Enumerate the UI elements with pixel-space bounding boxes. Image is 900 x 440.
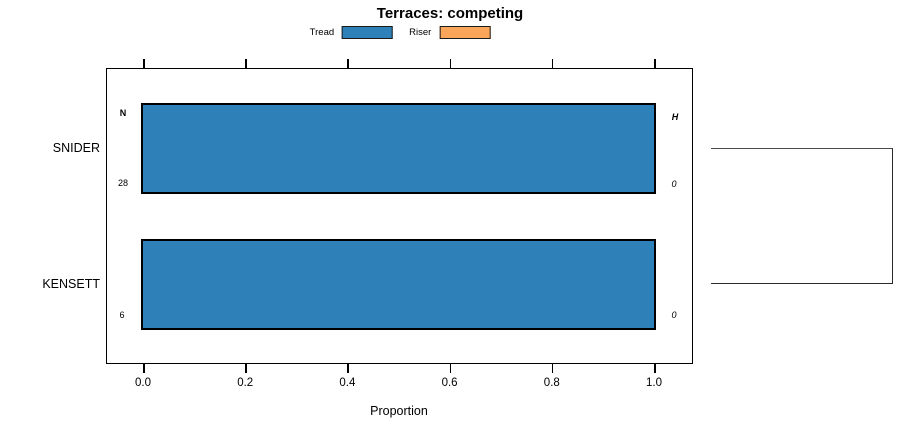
x-tick-label: 0.0	[135, 377, 151, 389]
chart-title: Terraces: competing	[376, 5, 524, 22]
x-tick-top	[347, 59, 349, 68]
x-tick-label: 0.4	[339, 377, 356, 389]
x-tick-label: 1.0	[646, 377, 662, 389]
x-tick-bottom	[143, 364, 145, 373]
x-tick-top	[449, 59, 452, 68]
n-column-header: N	[119, 108, 127, 118]
x-tick-label: 0.6	[441, 377, 458, 389]
x-tick-bottom	[347, 364, 349, 373]
x-tick-top	[245, 59, 247, 68]
x-tick-bottom	[449, 364, 452, 373]
legend-label-tread: Tread	[309, 27, 335, 38]
x-tick-bottom	[551, 364, 554, 373]
x-tick-bottom	[245, 364, 247, 373]
x-tick-top	[654, 59, 656, 68]
legend-item-tread: Tread	[309, 26, 394, 39]
y-label-kensett: KENSETT	[42, 277, 100, 291]
bar-kensett-tread	[141, 239, 656, 330]
h-value-kensett: 0	[671, 310, 677, 320]
n-value-snider: 28	[117, 178, 129, 188]
h-column-header: H	[671, 112, 679, 122]
n-value-kensett: 6	[119, 310, 125, 320]
x-tick-bottom	[654, 364, 656, 373]
x-tick-label: 0.2	[237, 377, 254, 389]
legend-swatch-tread	[342, 26, 394, 39]
x-tick-top	[551, 59, 554, 68]
x-tick-top	[143, 59, 145, 68]
y-label-snider: SNIDER	[52, 141, 100, 155]
legend-swatch-riser	[439, 26, 491, 39]
bar-snider-tread	[141, 103, 656, 194]
legend-label-riser: Riser	[409, 27, 432, 38]
cluster-bracket	[711, 148, 893, 284]
x-tick-label: 0.8	[543, 377, 560, 389]
h-value-snider: 0	[671, 179, 677, 189]
legend-item-riser: Riser	[409, 26, 491, 39]
x-axis-title: Proportion	[370, 404, 428, 418]
legend: Tread Riser	[310, 26, 491, 39]
